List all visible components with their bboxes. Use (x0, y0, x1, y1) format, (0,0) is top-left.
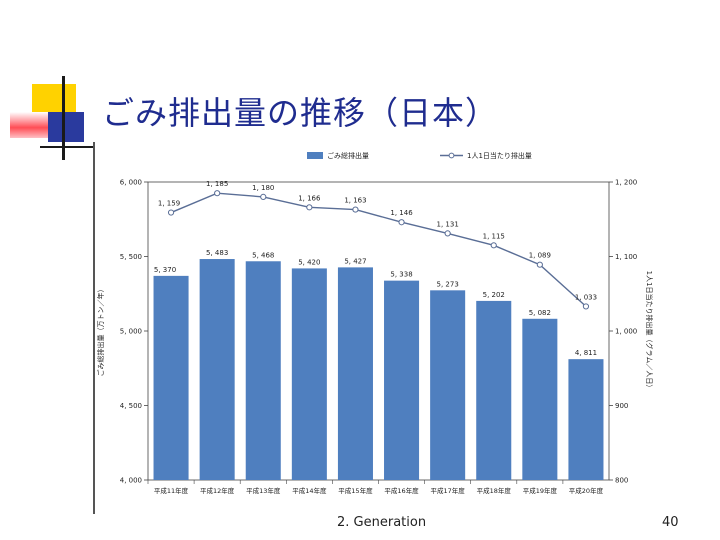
line-point (214, 190, 221, 197)
category-label: 平成15年度 (338, 486, 373, 495)
line-point (352, 206, 359, 213)
category-label: 平成11年度 (154, 486, 189, 495)
bar-data-label: 5, 370 (154, 266, 176, 274)
category-label: 平成19年度 (523, 486, 558, 495)
bar (476, 300, 512, 480)
line-point (260, 193, 267, 201)
combo-chart: 4, 000 4, 500 5, 000 5, 500 6, 000 800 900 1, 0… (96, 151, 654, 495)
bar-data-label: 5, 427 (344, 257, 366, 265)
category-label: 平成20年度 (569, 486, 604, 495)
line-data-label: 1, 131 (437, 220, 459, 228)
line-point (582, 303, 590, 310)
line-point (306, 204, 313, 211)
line-data-label: 1, 180 (252, 184, 274, 192)
bar-data-label: 5, 338 (390, 271, 412, 279)
left-tick-label: 6, 000 (120, 179, 142, 187)
bar-data-label: 5, 202 (483, 291, 505, 299)
bar (568, 359, 604, 480)
line-data-label: 1, 033 (575, 293, 597, 301)
bar-data-label: 5, 483 (206, 249, 228, 257)
bar (291, 268, 327, 480)
bar-data-label: 5, 273 (437, 280, 459, 288)
bar (384, 280, 420, 480)
slide-title: ごみ排出量の推移（日本） (102, 94, 499, 132)
bar-data-label: 5, 468 (252, 251, 274, 259)
line-point (536, 261, 543, 268)
line-data-label: 1, 163 (344, 197, 366, 205)
line-series (170, 192, 587, 307)
category-label: 平成12年度 (200, 486, 235, 495)
category-label: 平成13年度 (246, 486, 281, 495)
bar (245, 261, 281, 480)
line-data-label: 1, 089 (529, 252, 551, 260)
decor-vertical-line (62, 76, 65, 160)
category-label: 平成16年度 (384, 486, 419, 495)
footer-text: 2. Generation (337, 515, 427, 530)
decor-blue-square (48, 112, 84, 142)
legend-line-label: 1人1日当たり排出量 (467, 151, 532, 160)
right-tick-label: 1, 200 (615, 179, 637, 187)
line-point (444, 230, 451, 237)
chart-container: 4, 000 4, 500 5, 000 5, 500 6, 000 800 900 1, 0… (93, 142, 662, 514)
line-point (398, 219, 405, 226)
page-number: 40 (662, 515, 679, 530)
category-label: 平成17年度 (431, 486, 466, 495)
right-tick-label: 900 (615, 402, 628, 410)
right-axis-label: 1人1日当たり排出量（グラム／人日） (645, 271, 654, 392)
category-label: 平成14年度 (292, 486, 327, 495)
bar (337, 267, 373, 480)
line-data-label: 1, 185 (206, 180, 228, 188)
bar (430, 290, 466, 480)
left-tick-label: 4, 500 (120, 402, 142, 410)
line-data-label: 1, 166 (298, 194, 321, 202)
line-data-label: 1, 159 (158, 200, 180, 208)
legend-line-marker (448, 152, 455, 159)
line-data-label: 1, 146 (390, 209, 413, 217)
bar-data-label: 5, 420 (298, 258, 320, 266)
line-point (167, 209, 175, 216)
category-label: 平成18年度 (477, 486, 512, 495)
bar (522, 318, 558, 480)
line-data-label: 1, 115 (483, 232, 505, 240)
bar (199, 259, 235, 480)
bar-data-label: 5, 082 (529, 309, 551, 317)
left-tick-label: 5, 000 (120, 328, 142, 336)
bar-data-label: 4, 811 (575, 349, 597, 357)
left-tick-label: 4, 000 (120, 477, 142, 485)
bar (153, 275, 189, 480)
right-tick-label: 1, 000 (615, 328, 637, 336)
line-point (490, 242, 497, 249)
right-tick-label: 1, 100 (615, 253, 637, 261)
legend-bar-label: ごみ総排出量 (327, 151, 369, 160)
left-tick-label: 5, 500 (120, 253, 142, 261)
right-tick-label: 800 (615, 477, 628, 485)
legend-bar-swatch (307, 152, 323, 159)
left-axis-label: ごみ総排出量（万トン／年） (96, 286, 105, 377)
